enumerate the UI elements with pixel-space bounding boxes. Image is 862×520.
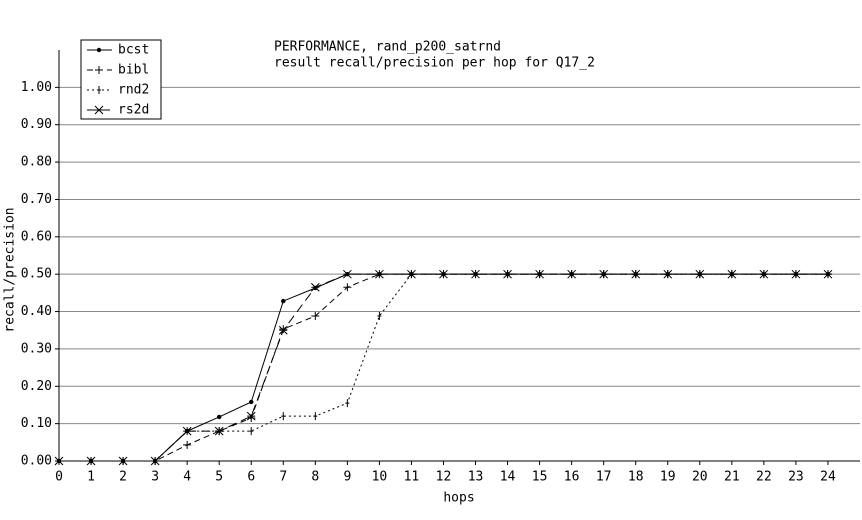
x-tick-label: 24 xyxy=(820,470,836,485)
point xyxy=(281,298,286,304)
point xyxy=(823,269,833,279)
point xyxy=(759,269,769,279)
y-axis-label: recall/precision xyxy=(3,207,18,332)
point xyxy=(375,269,384,279)
point xyxy=(567,269,576,279)
x-tick-label: 23 xyxy=(788,470,804,485)
point xyxy=(343,269,352,279)
x-tick-label: 6 xyxy=(247,470,255,485)
x-tick-label: 3 xyxy=(151,470,159,485)
x-tick-label: 2 xyxy=(119,470,127,485)
x-tick-label: 9 xyxy=(343,470,351,485)
point xyxy=(663,269,673,279)
y-tick-label: 0.60 xyxy=(21,229,52,244)
x-tick-label: 19 xyxy=(660,470,676,485)
point xyxy=(407,269,416,279)
x-axis-label: hops xyxy=(443,491,474,506)
point xyxy=(727,269,737,279)
point xyxy=(503,269,512,279)
point xyxy=(217,414,222,420)
x-tick-label: 22 xyxy=(756,470,772,485)
y-tick-label: 1.00 xyxy=(21,80,52,95)
x-tick-label: 8 xyxy=(311,470,319,485)
y-tick-label: 0.50 xyxy=(21,267,52,282)
point xyxy=(631,269,641,279)
legend-marker xyxy=(94,105,104,115)
point xyxy=(343,283,352,292)
x-tick-label: 4 xyxy=(183,470,191,485)
point xyxy=(313,412,318,421)
legend-label: rs2d xyxy=(118,103,149,118)
x-tick-label: 12 xyxy=(436,470,452,485)
series-line xyxy=(59,273,828,462)
point xyxy=(345,399,350,408)
point xyxy=(150,456,160,466)
legend-marker xyxy=(97,86,101,94)
point xyxy=(182,426,192,436)
y-tick-label: 0.80 xyxy=(21,155,52,170)
point xyxy=(86,456,96,466)
point xyxy=(279,325,288,334)
point xyxy=(377,312,382,321)
x-tick-label: 7 xyxy=(279,470,287,485)
point xyxy=(249,399,254,405)
chart-title: PERFORMANCE, rand_p200_satrnd xyxy=(274,40,501,55)
x-tick-label: 15 xyxy=(532,470,548,485)
point xyxy=(281,412,286,421)
point xyxy=(311,312,320,321)
y-tick-label: 0.10 xyxy=(21,416,52,431)
point xyxy=(471,269,480,279)
legend-label: bibl xyxy=(118,63,149,78)
y-tick-label: 0.40 xyxy=(21,304,52,319)
x-tick-label: 5 xyxy=(215,470,223,485)
point xyxy=(214,426,224,436)
x-tick-label: 14 xyxy=(500,470,516,485)
series-line xyxy=(59,273,828,462)
point xyxy=(535,269,544,279)
x-tick-label: 17 xyxy=(596,470,612,485)
y-tick-label: 0.00 xyxy=(21,454,52,469)
x-tick-label: 11 xyxy=(404,470,420,485)
x-tick-label: 13 xyxy=(468,470,484,485)
point xyxy=(118,456,128,466)
x-tick-label: 16 xyxy=(564,470,580,485)
point xyxy=(278,325,288,335)
point xyxy=(695,269,705,279)
legend-label: bcst xyxy=(118,43,149,58)
series-line xyxy=(59,273,828,462)
chart-subtitle: result recall/precision per hop for Q17_… xyxy=(274,56,595,71)
point xyxy=(183,440,192,449)
point xyxy=(246,411,256,421)
y-tick-label: 0.70 xyxy=(21,192,52,207)
x-tick-label: 21 xyxy=(724,470,740,485)
legend-marker xyxy=(96,47,102,53)
point xyxy=(439,269,448,279)
y-tick-label: 0.90 xyxy=(21,117,52,132)
point xyxy=(310,282,320,292)
y-tick-label: 0.20 xyxy=(21,379,52,394)
point xyxy=(54,456,64,466)
x-tick-label: 20 xyxy=(692,470,708,485)
legend-marker xyxy=(95,66,103,74)
x-tick-label: 0 xyxy=(55,470,63,485)
point xyxy=(249,427,254,436)
x-tick-label: 1 xyxy=(87,470,95,485)
legend-label: rnd2 xyxy=(118,83,149,98)
point xyxy=(599,269,609,279)
x-tick-label: 18 xyxy=(628,470,644,485)
x-tick-label: 10 xyxy=(372,470,388,485)
point xyxy=(791,269,801,279)
point xyxy=(247,414,256,423)
y-tick-label: 0.30 xyxy=(21,341,52,356)
legend-box xyxy=(80,39,162,120)
series-line xyxy=(59,273,828,462)
